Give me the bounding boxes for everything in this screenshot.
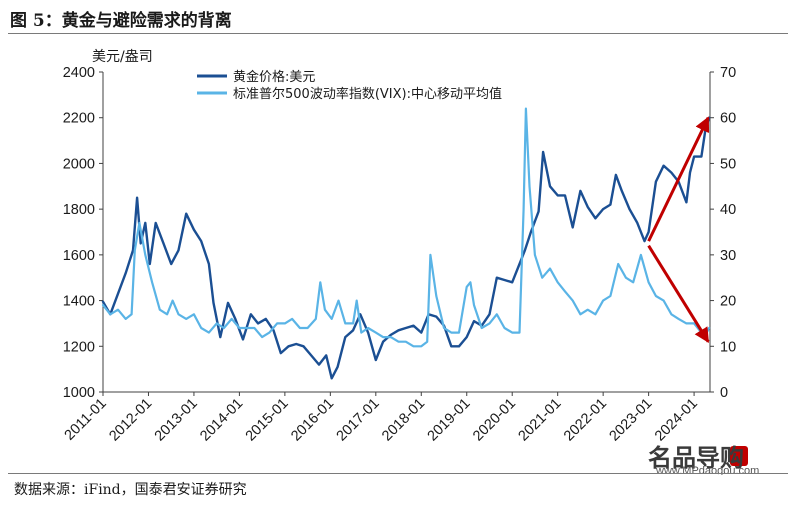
left-axis-tick-label: 1000 <box>63 385 95 401</box>
right-axis-tick-label: 40 <box>720 202 736 218</box>
source-note: 数据来源：iFind，国泰君安证券研究 <box>14 482 247 498</box>
right-axis-tick-label: 20 <box>720 294 736 310</box>
x-axis-tick-label: 2024-01 <box>652 396 701 445</box>
right-axis-tick-label: 10 <box>720 339 736 355</box>
gold-up-arrow <box>647 116 710 242</box>
x-axis-tick-label: 2014-01 <box>197 396 246 445</box>
right-axis-tick-label: 30 <box>720 248 736 264</box>
x-axis-tick-label: 2021-01 <box>516 396 565 445</box>
legend-label-gold: 黄金价格:美元 <box>233 69 315 85</box>
x-axis-tick-label: 2022-01 <box>561 396 610 445</box>
x-axis-tick-label: 2015-01 <box>243 396 292 445</box>
watermark-url: www.MPdaogou.com <box>655 465 759 475</box>
watermark-brand: 名品导购 <box>648 444 744 472</box>
right-axis-tick-label: 70 <box>720 65 736 81</box>
x-axis-tick-label: 2023-01 <box>607 396 656 445</box>
x-axis-tick-label: 2011-01 <box>62 396 110 444</box>
watermark-bag-icon <box>730 446 748 466</box>
right-axis-tick-label: 0 <box>720 385 728 401</box>
left-axis-tick-label: 1400 <box>63 294 95 310</box>
left-axis-tick-label: 1600 <box>63 248 95 264</box>
left-axis-unit-label: 美元/盎司 <box>92 49 153 65</box>
x-axis-tick-label: 2017-01 <box>334 396 383 445</box>
gold-vix-chart: 1000 1200 1400 1600 1800 2000 2200 2400 0 10 20 30 4… <box>62 49 760 475</box>
bottom-rule <box>8 473 788 474</box>
vix-line <box>101 107 711 348</box>
figure-title: 图 5：黄金与避险需求的背离 <box>10 11 232 31</box>
x-axis-tick-label: 2016-01 <box>288 396 337 445</box>
top-rule <box>8 33 788 34</box>
x-axis-tick-label: 2020-01 <box>470 396 519 445</box>
watermark: 名品导购 www.MPdaogou.com <box>648 444 759 475</box>
gold-price-line <box>101 116 711 380</box>
left-axis-tick-label: 2200 <box>63 111 95 127</box>
right-axis-tick-label: 50 <box>720 156 736 172</box>
x-axis-tick-label: 2012-01 <box>106 396 155 445</box>
left-axis-tick-label: 1200 <box>63 339 95 355</box>
x-axis-tick-label: 2018-01 <box>379 396 428 445</box>
x-axis-tick-label: 2013-01 <box>152 396 201 445</box>
x-axis-tick-label: 2019-01 <box>425 396 474 445</box>
left-axis-tick-label: 2000 <box>63 156 95 172</box>
left-axis-tick-label: 1800 <box>63 202 95 218</box>
right-axis-tick-label: 60 <box>720 111 736 127</box>
vix-down-arrow <box>647 244 710 343</box>
left-axis-tick-label: 2400 <box>63 65 95 81</box>
legend-label-vix: 标准普尔500波动率指数(VIX):中心移动平均值 <box>233 86 502 102</box>
